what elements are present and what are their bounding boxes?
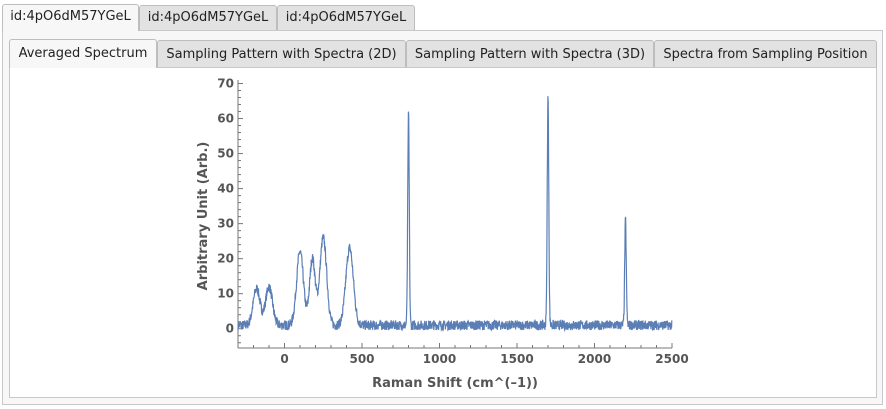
- y-tick-label: 40: [217, 182, 234, 196]
- x-tick-label: 2000: [578, 352, 611, 366]
- y-tick-label: 50: [217, 147, 234, 161]
- x-tick-label: 0: [280, 352, 288, 366]
- y-tick-label: 10: [217, 287, 234, 301]
- y-tick-label: 20: [217, 252, 234, 266]
- y-tick-label: 60: [217, 112, 234, 126]
- tab-spectra-from-position[interactable]: Spectra from Sampling Position: [654, 40, 877, 67]
- x-tick-label: 2500: [655, 352, 688, 366]
- y-tick-label: 30: [217, 217, 234, 231]
- y-axis-label: Arbitrary Unit (Arb.): [196, 142, 211, 291]
- outer-tab-3[interactable]: id:4pO6dM57YGeL: [277, 5, 415, 30]
- averaged-spectrum-panel: [9, 67, 877, 398]
- y-tick-label: 70: [217, 77, 234, 91]
- x-tick-label: 500: [349, 352, 374, 366]
- tab-sampling-pattern-3d[interactable]: Sampling Pattern with Spectra (3D): [406, 40, 654, 67]
- averaged-spectrum-line: [237, 96, 673, 333]
- tab-sampling-pattern-2d[interactable]: Sampling Pattern with Spectra (2D): [157, 40, 406, 67]
- y-tick-label: 0: [226, 322, 234, 336]
- axes: [237, 80, 673, 349]
- x-axis-label: Raman Shift (cm^(–1)): [372, 376, 538, 391]
- outer-tab-2[interactable]: id:4pO6dM57YGeL: [139, 5, 277, 30]
- x-tick-label: 1000: [423, 352, 456, 366]
- x-tick-label: 1500: [500, 352, 533, 366]
- outer-tab-1[interactable]: id:4pO6dM57YGeL: [2, 4, 139, 31]
- tab-averaged-spectrum[interactable]: Averaged Spectrum: [9, 39, 157, 68]
